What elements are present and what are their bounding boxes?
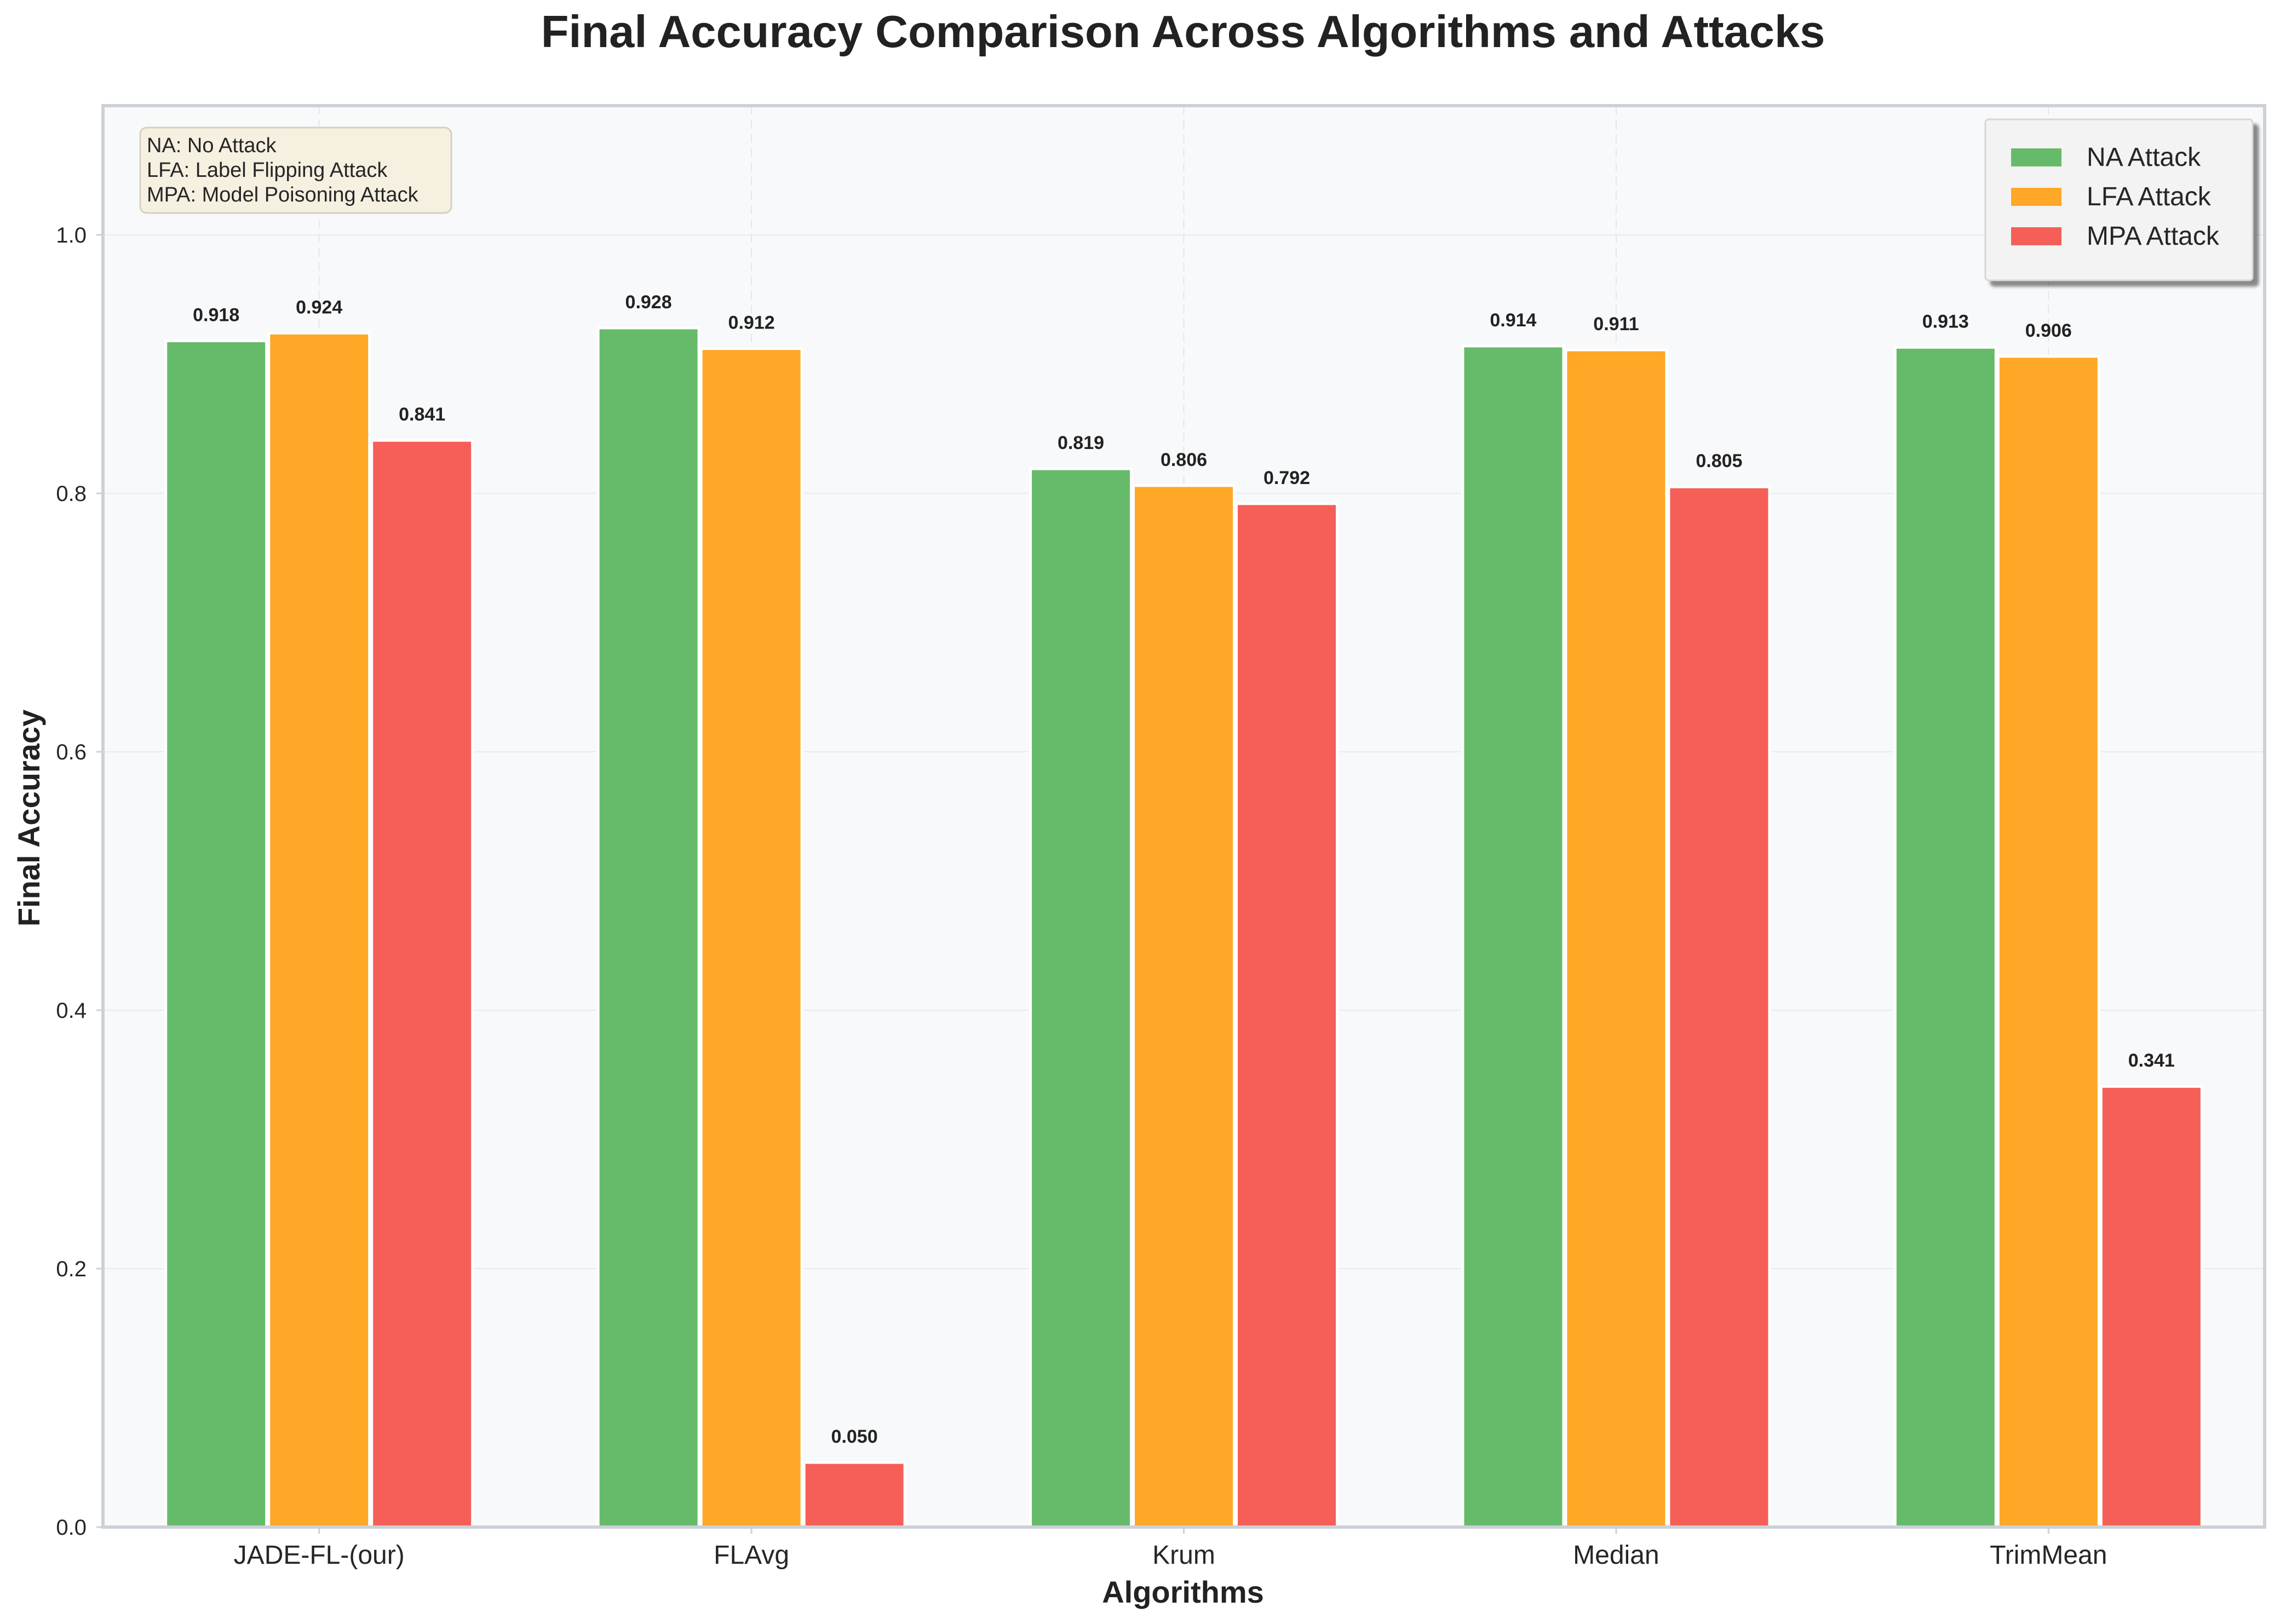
annotation-line: LFA: Label Flipping Attack: [147, 159, 388, 182]
bar: [370, 439, 474, 1529]
y-tick-label: 0.2: [56, 1257, 87, 1281]
x-tick-label: FLAvg: [714, 1541, 789, 1570]
bar: [1667, 485, 1771, 1529]
x-tick-label: TrimMean: [1990, 1541, 2107, 1570]
legend-swatch: [2011, 227, 2061, 245]
data-label: 0.911: [1593, 314, 1639, 335]
y-tick-label: 1.0: [56, 223, 87, 247]
chart-title: Final Accuracy Comparison Across Algorit…: [541, 6, 1825, 57]
legend-label: MPA Attack: [2087, 222, 2220, 251]
x-tick-label: Krum: [1152, 1541, 1215, 1570]
bar: [1893, 345, 1997, 1529]
legend-swatch: [2011, 188, 2061, 206]
legend-label: LFA Attack: [2087, 182, 2212, 211]
y-axis-label: Final Accuracy: [12, 710, 46, 926]
legend-swatch: [2011, 148, 2061, 166]
y-tick-label: 0.8: [56, 482, 87, 506]
bar: [1461, 344, 1565, 1529]
annotation-line: NA: No Attack: [147, 134, 277, 157]
data-label: 0.819: [1058, 433, 1104, 453]
x-axis-label: Algorithms: [1102, 1575, 1264, 1609]
data-label: 0.928: [625, 292, 672, 313]
bar: [802, 1461, 906, 1529]
bar: [2099, 1085, 2203, 1529]
data-label: 0.906: [2025, 320, 2072, 341]
data-label: 0.914: [1490, 310, 1536, 331]
x-tick-label: Median: [1573, 1541, 1659, 1570]
bar: [1564, 348, 1668, 1529]
data-label: 0.912: [728, 313, 775, 333]
bar: [267, 331, 371, 1529]
annotation-box: [139, 126, 452, 214]
y-tick-label: 0.4: [56, 999, 87, 1023]
legend-label: NA Attack: [2087, 143, 2201, 172]
x-tick-label: JADE-FL-(our): [234, 1541, 405, 1570]
bar: [596, 326, 700, 1529]
data-label: 0.841: [399, 404, 445, 425]
bar: [1029, 467, 1133, 1529]
data-label: 0.050: [831, 1426, 878, 1447]
data-label: 0.341: [2128, 1050, 2175, 1071]
data-label: 0.924: [296, 297, 342, 318]
data-label: 0.913: [1922, 311, 1969, 332]
annotation-line: MPA: Model Poisoning Attack: [147, 183, 419, 206]
bar: [1132, 484, 1236, 1529]
bar: [699, 347, 803, 1529]
plot-area: 0.918 0.928 0.819 0.914 0.913 0.924 0.912 0.806…: [56, 104, 2266, 1570]
y-tick-label: 0.6: [56, 740, 87, 764]
data-label: 0.918: [193, 305, 239, 326]
data-label: 0.805: [1696, 451, 1742, 471]
bar: [1235, 502, 1339, 1529]
data-label: 0.792: [1264, 468, 1310, 488]
data-label: 0.806: [1161, 450, 1207, 470]
bar: [1996, 355, 2100, 1529]
bar: [164, 339, 268, 1529]
y-tick-label: 0.0: [56, 1516, 87, 1540]
